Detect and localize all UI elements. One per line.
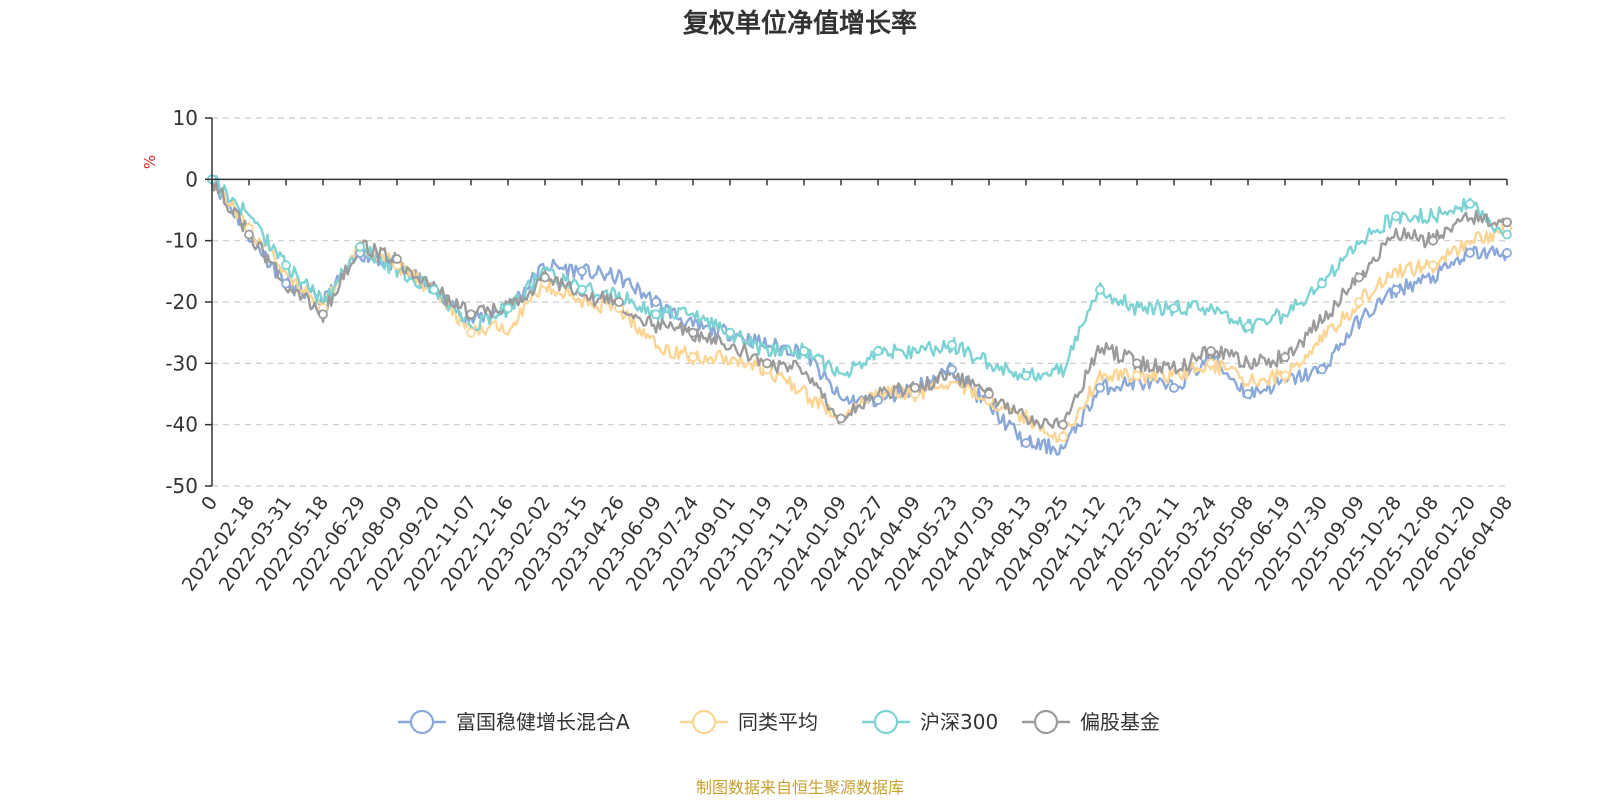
series-point [1132,370,1142,381]
legend-marker-icon [691,709,717,735]
y-tick-label: 0 [185,167,198,191]
data-source-note: 制图数据来自恒生聚源数据库 [696,778,904,797]
series-line [210,179,1508,430]
series-point [1132,358,1142,369]
legend: 富国稳健增长混合A 同类平均 沪深300 偏股基金 [398,709,1160,735]
series-point [244,229,254,240]
series-point [688,327,698,338]
series-point [614,297,624,307]
series-line [210,179,1509,456]
series-point [1428,235,1438,246]
series-point [1243,389,1253,399]
y-tick-label: 10 [173,106,198,130]
legend-label: 富国稳健增长混合A [456,710,630,734]
series-point [1021,370,1031,381]
series-point [651,297,661,307]
series-point [1021,438,1031,448]
y-tick-label: -50 [165,474,198,498]
series-point [1354,297,1364,307]
series-point [836,413,846,424]
series-point [466,309,476,320]
series-point [1465,198,1475,209]
axes: 100-10-20-30-40-5002022-02-182022-03-312… [165,106,1517,595]
series-point [1058,419,1068,430]
x-tick-label: 0 [197,492,222,515]
series-point [762,358,772,369]
series-point [577,266,587,277]
series-point [540,272,550,283]
series-point [1317,364,1327,375]
series-point [984,389,994,399]
legend-marker-icon [1033,709,1059,735]
series-point [355,241,365,252]
y-tick-label: -30 [165,351,198,375]
series-point [281,278,291,289]
series-point [281,260,291,271]
series-point [947,364,957,375]
series-point [873,395,883,406]
legend-marker-icon [873,709,899,735]
series-point [429,284,439,295]
series-point [1317,278,1327,289]
legend-label: 沪深300 [920,710,998,734]
y-tick-label: -20 [165,290,198,314]
series-point [651,309,661,320]
series-point [725,327,735,338]
series-point [503,303,513,314]
series-point [1502,248,1512,258]
series-point [1502,229,1512,240]
series-point [1354,272,1364,283]
legend-marker-icon [409,709,435,735]
series-point [1280,370,1290,381]
y-tick-label: -10 [165,229,198,253]
legend-item: 偏股基金 [1022,709,1160,735]
legend-item: 同类平均 [680,709,818,735]
series-point [1391,211,1401,222]
y-axis-unit: % [141,155,159,169]
series-point [392,254,402,264]
series-point [873,346,883,356]
series-point [1428,260,1438,271]
series-point [1169,382,1179,393]
legend-label: 偏股基金 [1080,710,1160,734]
legend-label: 同类平均 [738,710,818,734]
series-point [1095,382,1105,393]
y-tick-label: -40 [165,413,198,437]
series-point [799,346,809,356]
series-point [466,327,476,338]
series-line [210,179,1509,443]
legend-item: 富国稳健增长混合A [398,709,630,735]
grid-lines [212,117,1507,487]
series-point [1206,346,1216,356]
chart-title: 复权单位净值增长率 [683,8,917,39]
legend-item: 沪深300 [862,709,998,735]
series-point [318,309,328,320]
series-point [1206,358,1216,369]
series-point [1502,217,1512,228]
series-layer [207,174,1512,456]
series-point [688,352,698,363]
series-point [1058,432,1068,442]
series-point [1169,303,1179,314]
series-point [910,382,920,393]
series-point [1465,248,1475,258]
series-point [1243,321,1253,332]
series-point [1391,284,1401,295]
series-point [577,284,587,295]
series-point [1095,284,1105,295]
series-point [947,340,957,350]
series-point [1280,352,1290,363]
